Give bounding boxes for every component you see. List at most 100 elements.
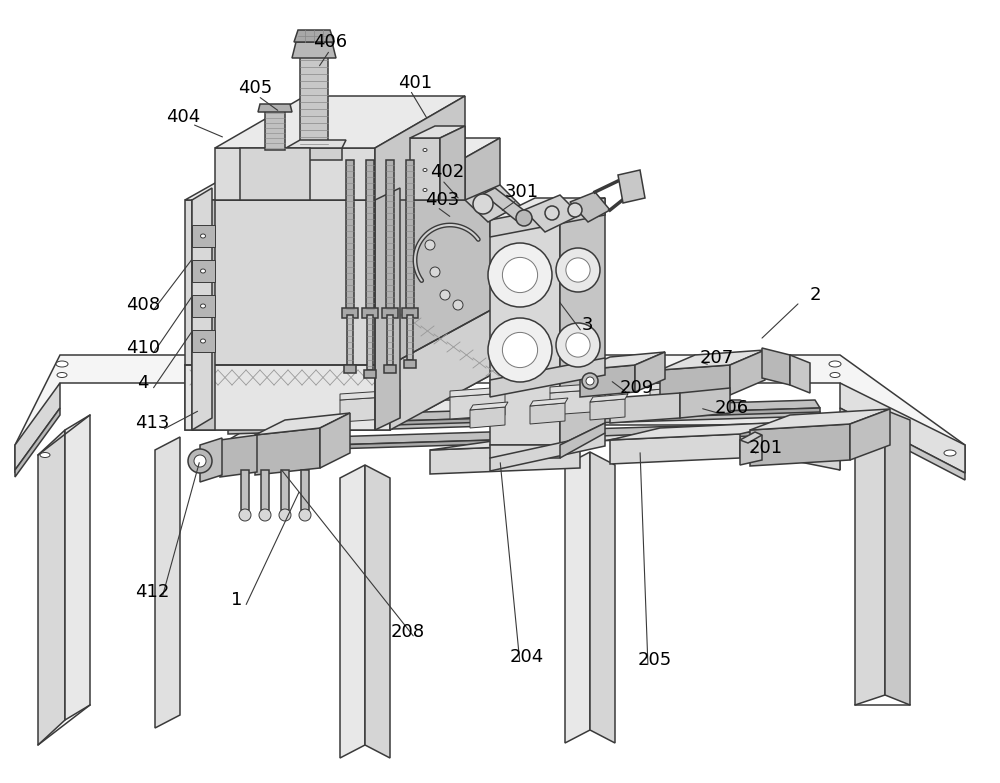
Polygon shape [407,315,413,360]
Polygon shape [740,425,840,470]
Polygon shape [192,295,215,317]
Ellipse shape [423,149,427,151]
Circle shape [259,509,271,521]
Polygon shape [342,308,358,318]
Polygon shape [384,365,396,373]
Polygon shape [483,188,530,222]
Polygon shape [840,408,965,480]
Polygon shape [610,393,680,423]
Polygon shape [402,308,418,318]
Polygon shape [233,408,820,431]
Polygon shape [406,160,414,310]
Polygon shape [550,389,605,415]
Text: 301: 301 [505,183,539,201]
Polygon shape [258,104,292,112]
Circle shape [440,290,450,300]
Polygon shape [750,424,850,466]
Polygon shape [618,170,645,203]
Polygon shape [470,402,508,410]
Polygon shape [450,393,505,419]
Text: 2: 2 [809,286,821,304]
Ellipse shape [40,453,50,457]
Polygon shape [590,394,628,402]
Polygon shape [233,430,820,452]
Polygon shape [430,434,650,450]
Polygon shape [192,330,215,352]
Ellipse shape [829,361,841,367]
Text: 403: 403 [425,191,459,209]
Text: 413: 413 [135,414,169,432]
Circle shape [473,194,493,214]
Polygon shape [490,220,560,445]
Polygon shape [430,444,580,474]
Polygon shape [240,148,310,200]
Polygon shape [530,403,565,424]
Polygon shape [885,410,910,705]
Polygon shape [550,383,605,393]
Circle shape [556,323,600,367]
Text: 209: 209 [620,379,654,397]
Polygon shape [840,383,965,473]
Polygon shape [347,315,353,365]
Circle shape [488,243,552,307]
Circle shape [502,333,538,367]
Text: 3: 3 [581,316,593,334]
Circle shape [299,509,311,521]
Polygon shape [265,110,285,150]
Polygon shape [762,348,790,385]
Text: 404: 404 [166,108,200,126]
Circle shape [194,455,206,467]
Polygon shape [490,445,560,458]
Polygon shape [185,200,390,430]
Polygon shape [390,305,500,430]
Ellipse shape [423,168,427,171]
Polygon shape [192,225,215,247]
Text: 410: 410 [126,339,160,357]
Text: 208: 208 [391,623,425,641]
Polygon shape [390,138,500,430]
Polygon shape [680,388,730,418]
Circle shape [586,377,594,385]
Circle shape [430,267,440,277]
Ellipse shape [200,304,206,308]
Polygon shape [465,185,520,222]
Polygon shape [387,315,393,365]
Polygon shape [610,434,740,464]
Polygon shape [855,410,885,705]
Polygon shape [650,386,705,412]
Circle shape [566,333,590,357]
Polygon shape [490,198,605,220]
Polygon shape [38,430,65,745]
Polygon shape [220,435,257,477]
Polygon shape [560,198,605,445]
Circle shape [582,373,598,389]
Polygon shape [200,438,222,482]
Polygon shape [410,126,465,138]
Circle shape [545,206,559,220]
Polygon shape [286,148,342,160]
Text: 205: 205 [638,651,672,669]
Circle shape [488,318,552,382]
Polygon shape [365,465,390,758]
Polygon shape [241,470,249,510]
Polygon shape [610,422,790,440]
Polygon shape [560,423,605,458]
Polygon shape [65,415,90,720]
Polygon shape [261,470,269,510]
Circle shape [239,509,251,521]
Polygon shape [530,398,568,406]
Polygon shape [340,465,365,758]
Polygon shape [404,360,416,368]
Circle shape [556,248,600,292]
Ellipse shape [423,189,427,192]
Text: 207: 207 [700,349,734,367]
Polygon shape [382,308,398,318]
Text: 412: 412 [135,583,169,601]
Polygon shape [375,188,400,430]
Circle shape [279,509,291,521]
Polygon shape [410,138,440,200]
Polygon shape [386,160,394,310]
Ellipse shape [830,373,840,377]
Polygon shape [320,413,350,468]
Text: 204: 204 [510,648,544,666]
